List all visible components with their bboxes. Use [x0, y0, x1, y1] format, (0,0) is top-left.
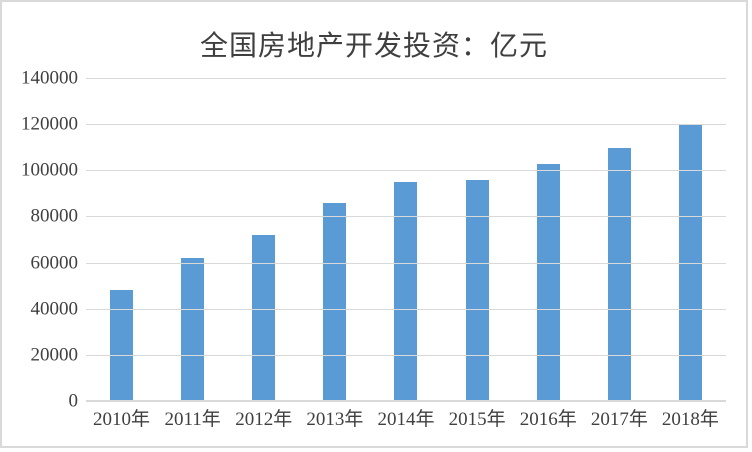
bar-slot: [584, 78, 655, 401]
gridline: [86, 354, 726, 356]
bar-2015年: [465, 179, 489, 401]
y-axis-tick-label: 60000: [30, 252, 79, 274]
bar-slot: [655, 78, 726, 401]
gridline: [86, 78, 726, 79]
bar-2011年: [181, 258, 205, 401]
y-axis-tick-label: 40000: [30, 298, 79, 320]
bar-slot: [299, 78, 370, 401]
bar-slot: [157, 78, 228, 401]
plot-area: 140000 120000 100000 80000 60000 40000 20000 0: [21, 69, 726, 411]
y-axis-tick-label: 80000: [30, 205, 79, 227]
bar-slot: [442, 78, 513, 401]
bar-slot: [228, 78, 299, 401]
x-axis-tick-label: 2015年: [448, 409, 506, 430]
gridline: [86, 308, 726, 310]
x-axis-tick-label: 2016年: [519, 409, 577, 430]
x-axis-tick-label: 2011年: [164, 409, 221, 430]
gridline: [86, 124, 726, 126]
x-axis-tick-label: 2012年: [235, 409, 293, 430]
y-axis-tick-label: 140000: [21, 67, 78, 89]
chart-title: 全国房地产开发投资：亿元: [199, 31, 548, 62]
x-axis-tick-label: 2013年: [306, 409, 364, 430]
bar-2013年: [323, 202, 347, 401]
bar-2018年: [678, 123, 702, 401]
bar-slot: [86, 78, 157, 401]
bar-slot: [370, 78, 441, 401]
bars-row: [86, 78, 726, 401]
y-axis-tick-label: 120000: [21, 113, 78, 135]
bar-2017年: [607, 147, 631, 401]
x-axis-tick-label: 2018年: [661, 409, 719, 430]
bar-slot: [513, 78, 584, 401]
bar-2010年: [110, 289, 134, 401]
x-axis-labels: 2010年 2011年 2012年 2013年 2014年 2015年 2016年 2017年…: [86, 409, 726, 431]
y-axis-tick-label: 20000: [30, 344, 79, 366]
x-axis-tick-label: 2017年: [590, 409, 648, 430]
bar-2016年: [536, 164, 560, 401]
gridline: [86, 216, 726, 218]
bar-2012年: [252, 235, 276, 401]
x-axis-tick-label: 2014年: [377, 409, 435, 430]
bar-2014年: [394, 181, 418, 401]
x-axis-line: [86, 400, 726, 402]
y-axis-tick-label: 0: [68, 390, 79, 412]
y-axis-tick-label: 100000: [21, 159, 78, 181]
gridline: [86, 262, 726, 264]
x-axis-tick-label: 2010年: [93, 409, 151, 430]
gridline: [86, 170, 726, 172]
